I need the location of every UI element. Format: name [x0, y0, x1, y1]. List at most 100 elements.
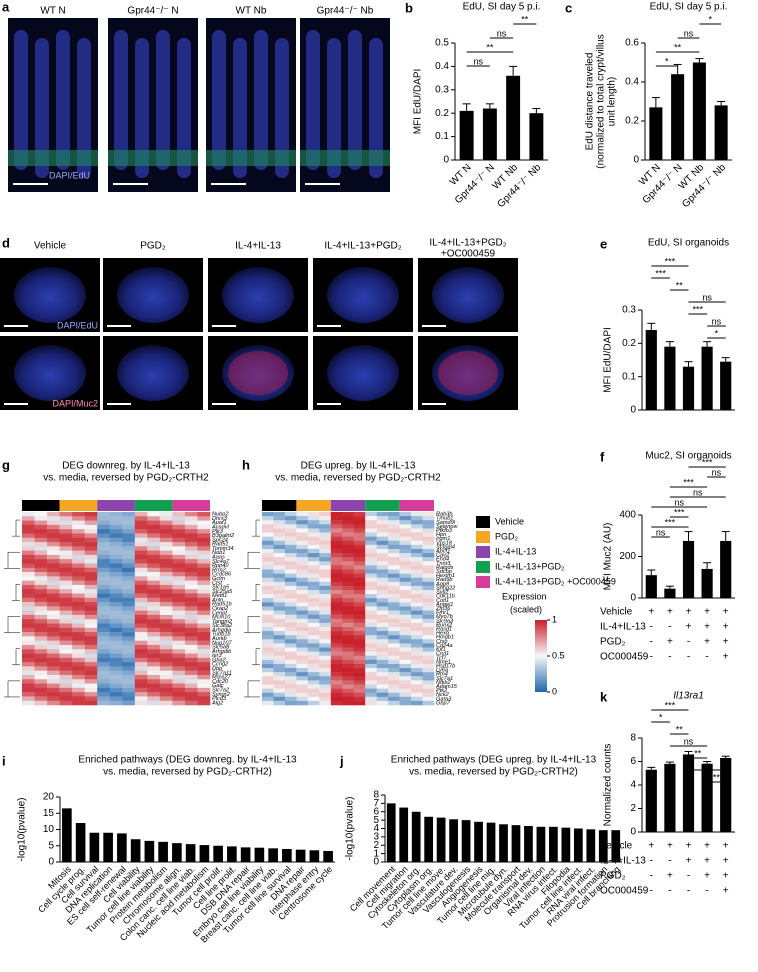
heatmap-cell — [422, 680, 435, 685]
heatmap-cell — [109, 524, 123, 530]
heatmap-cell — [330, 557, 343, 562]
heatmap-cell — [411, 573, 423, 579]
heatmap-cell — [72, 533, 85, 539]
heatmap-cell — [262, 569, 274, 574]
gene-label: Hsd17b — [436, 663, 455, 669]
heatmap-cell — [411, 536, 423, 542]
heatmap-cell — [365, 692, 377, 698]
heatmap-cell — [342, 618, 355, 624]
heatmap-cell — [159, 512, 173, 517]
heatmap-cell — [147, 550, 161, 556]
heatmap-cell — [172, 546, 186, 551]
heatmap-cell — [97, 606, 111, 611]
heatmap-cell — [134, 649, 148, 654]
heatmap-cell — [262, 577, 274, 583]
heatmap-cell — [134, 657, 148, 663]
heatmap-cell — [59, 602, 73, 607]
heatmap-cell — [319, 655, 332, 661]
heatmap-cell — [84, 692, 98, 697]
heatmap-cell — [122, 529, 136, 534]
heatmap-cell — [376, 528, 389, 533]
heatmap-cell — [399, 610, 412, 615]
heatmap-cell — [184, 679, 198, 684]
heatmap-cell — [296, 647, 309, 652]
heatmap-cell — [97, 559, 111, 564]
heatmap-cell — [34, 584, 48, 590]
heatmap-cell — [84, 657, 98, 663]
gene-label: Cd24a — [436, 643, 452, 649]
heatmap-cell — [422, 553, 435, 558]
heatmap-cell — [307, 647, 320, 652]
y-tick-label: 4 — [373, 823, 379, 834]
chart-title: Enriched pathways (DEG upreg. by IL-4+IL… — [391, 755, 597, 766]
heatmap-cell — [147, 649, 161, 654]
gene-label: Aqp8 — [435, 581, 450, 587]
heatmap-cell — [34, 537, 48, 543]
heatmap-cell — [422, 540, 435, 546]
heatmap-cell — [34, 516, 48, 521]
heatmap-cell — [84, 670, 98, 676]
heatmap-cell — [159, 593, 173, 599]
heatmap-cell — [296, 528, 309, 533]
heatmap-cell — [284, 553, 297, 558]
heatmap-cell — [376, 577, 389, 583]
heatmap-cell — [134, 563, 148, 569]
condition-label: IL-4+IL-13 — [600, 622, 646, 633]
heatmap-cell — [307, 598, 320, 603]
heatmap-cell — [296, 635, 309, 640]
heatmap-cell — [34, 696, 48, 702]
heatmap-cell — [122, 636, 136, 641]
bar — [506, 75, 521, 160]
heatmap-cell — [307, 626, 320, 632]
heatmap-cell — [22, 602, 35, 607]
heatmap-cell — [109, 674, 123, 680]
heatmap-cell — [72, 636, 85, 641]
heatmap-cell — [262, 548, 274, 554]
heatmap-cell — [122, 550, 136, 556]
heatmap-cell — [399, 639, 412, 644]
gene-label: Ctso — [436, 639, 448, 645]
panel-letter: h — [242, 457, 250, 472]
bar — [144, 840, 155, 862]
significance-label: ** — [676, 724, 684, 734]
heatmap-cell — [284, 610, 297, 615]
heatmap-cell — [365, 631, 377, 636]
heatmap-cell — [353, 680, 366, 685]
heatmap-cell — [388, 569, 400, 574]
bar — [682, 754, 695, 832]
heatmap-cell — [34, 687, 48, 693]
heatmap-cell — [376, 581, 389, 587]
heatmap-cell — [159, 550, 173, 556]
heatmap-cell — [273, 528, 286, 533]
heatmap-cell — [262, 602, 274, 607]
heatmap-cell — [122, 623, 136, 629]
heatmap-cell — [159, 632, 173, 637]
heatmap-cell — [159, 584, 173, 590]
heatmap-cell — [342, 659, 355, 665]
gene-label: Myo7b — [436, 614, 453, 620]
heatmap-cell — [388, 659, 400, 665]
heatmap-cell — [109, 657, 123, 663]
heatmap-cell — [109, 683, 123, 689]
heatmap-cell — [342, 614, 355, 620]
heatmap-cell — [353, 520, 366, 525]
heatmap-cell — [97, 602, 111, 607]
heatmap-cell — [284, 581, 297, 587]
heatmap-cell — [319, 512, 332, 517]
heatmap-cell — [134, 692, 148, 697]
heatmap-cell — [330, 536, 343, 542]
y-axis-label: unit length) — [607, 77, 618, 126]
y-axis-label: EdU distance traveled — [585, 53, 596, 151]
heatmap-cell — [134, 683, 148, 689]
heatmap-cell — [147, 683, 161, 689]
heatmap-cell — [284, 684, 297, 689]
heatmap-cell — [34, 542, 48, 547]
heatmap-cell — [184, 657, 198, 663]
gene-label: B3galnt2 — [212, 533, 235, 539]
heatmap-cell — [34, 524, 48, 530]
heatmap-cell — [72, 662, 85, 667]
heatmap-cell — [147, 516, 161, 521]
heatmap-cell — [97, 533, 111, 539]
gene-label: Nck2 — [436, 692, 450, 698]
heatmap-cell — [59, 687, 73, 693]
